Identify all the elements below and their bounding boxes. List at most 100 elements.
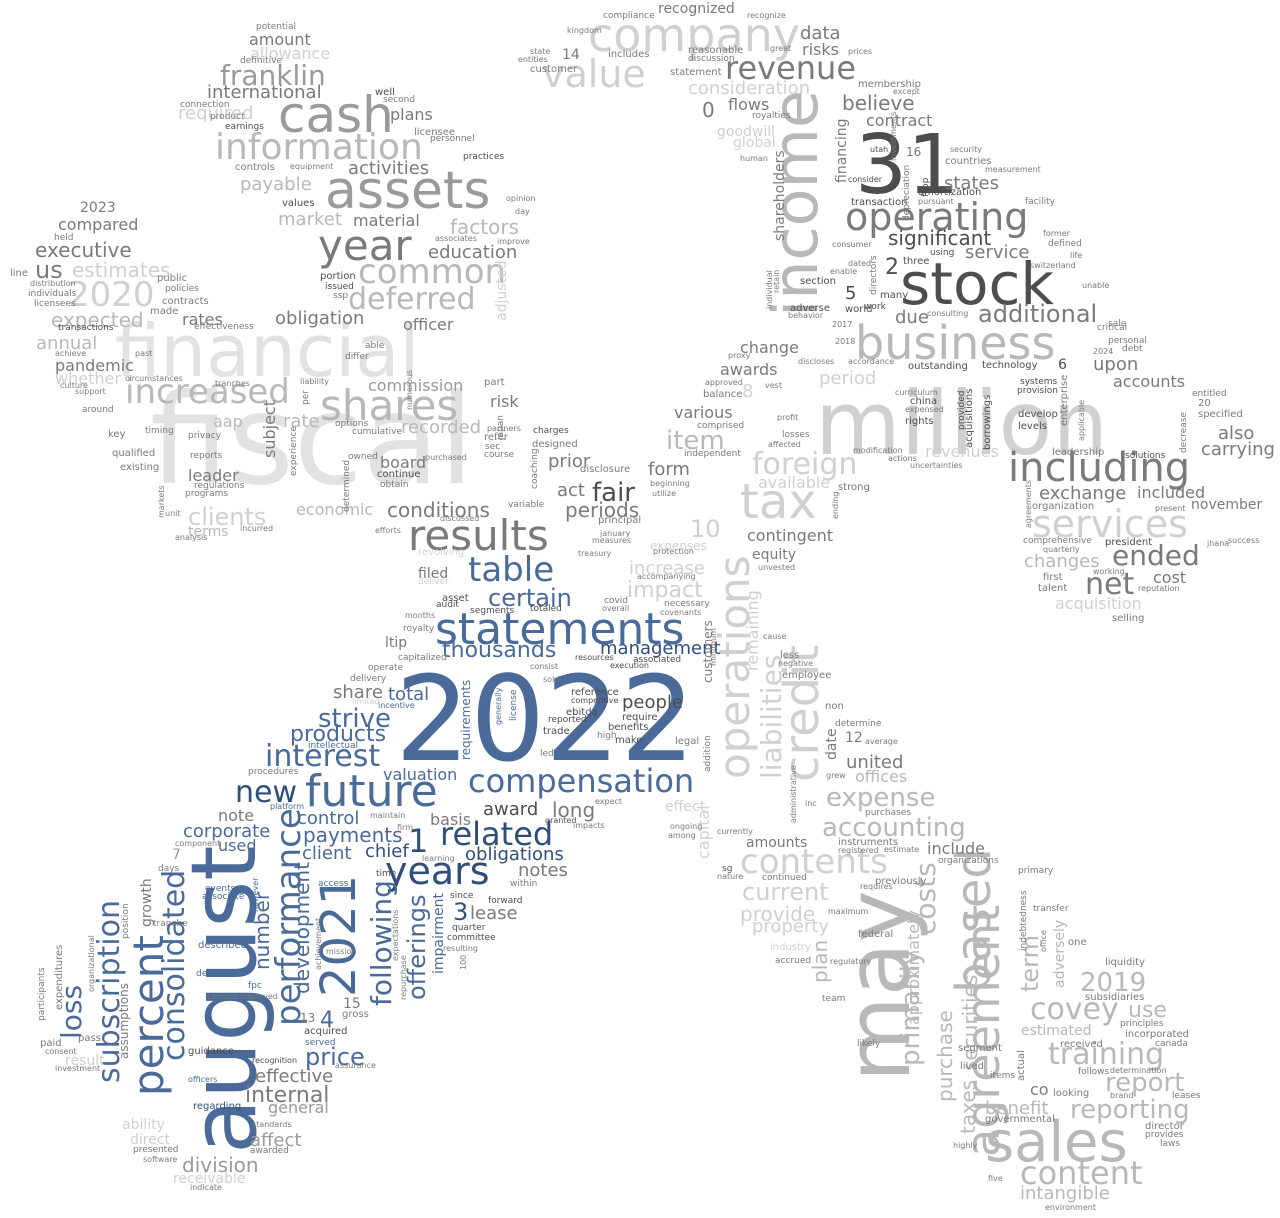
word-comprised: comprised <box>697 421 745 431</box>
word-adversely: adversely <box>1052 919 1068 988</box>
word-firm: firm <box>397 823 413 832</box>
word-aap: aap <box>213 412 243 431</box>
word-annual: annual <box>36 333 98 354</box>
word-protection: protection <box>653 547 694 556</box>
word-internal: internal <box>245 1083 330 1108</box>
word-rights: rights <box>905 416 934 427</box>
word-shares: shares <box>320 381 459 430</box>
word-distribution: distribution <box>30 279 76 288</box>
word-result: result <box>65 1053 105 1069</box>
word-less: less <box>780 650 800 661</box>
word-amount: amount <box>249 30 311 49</box>
word-development: development <box>290 862 314 994</box>
word-forward: forward <box>488 896 523 906</box>
word-flows: flows <box>728 95 770 114</box>
word-profit: profit <box>777 413 799 422</box>
word-looking: looking <box>1053 1088 1090 1099</box>
word-value: value <box>542 52 646 96</box>
word-november: november <box>1191 497 1263 513</box>
word-services: services <box>1032 502 1188 546</box>
word-carrying: carrying <box>1201 439 1275 460</box>
word-president: president <box>1105 537 1153 548</box>
word-facility: facility <box>1025 197 1055 207</box>
word-contents: contents <box>740 842 888 882</box>
word-also: also <box>1218 423 1255 444</box>
word-organizations: organizations <box>938 856 999 866</box>
word-proxy: proxy <box>728 351 751 360</box>
word-corporate: corporate <box>183 821 271 842</box>
word-acquired: acquired <box>304 1026 348 1037</box>
word-non: non <box>825 701 844 712</box>
word-sales: sales <box>985 1110 1128 1175</box>
word-make: make <box>615 735 643 746</box>
word-ongoing: ongoing <box>670 822 703 831</box>
word-equity: equity <box>752 547 797 563</box>
word-debt: debt <box>1122 344 1143 354</box>
word-2020: 2020 <box>68 275 155 315</box>
word-factors: factors <box>450 215 520 239</box>
word-great: great <box>770 44 792 53</box>
word-allowance: allowance <box>250 44 331 63</box>
word-fcop: fcop <box>921 177 931 197</box>
word-risk: risk <box>490 392 519 411</box>
word-human: human <box>740 154 768 163</box>
word-common: common <box>358 252 507 292</box>
word-measures: measures <box>592 536 632 545</box>
word-continue: continue <box>377 469 421 480</box>
word-principles: principles <box>1120 1019 1164 1029</box>
word-environment: environment <box>1045 1203 1096 1212</box>
word-ebitda: ebitda <box>566 707 598 718</box>
word-goodwill: goodwill <box>717 124 776 140</box>
word-tranche: tranche <box>153 919 188 929</box>
word-entitled: entitled <box>1192 389 1227 399</box>
word-accounting: accounting <box>822 813 966 843</box>
word-2023: 2023 <box>80 200 116 216</box>
word-resources: resources <box>575 653 614 662</box>
word-fpc: fpc <box>248 981 262 991</box>
word-organization: organization <box>1032 501 1095 512</box>
word-world: world <box>845 304 873 315</box>
word-execution: execution <box>610 661 649 670</box>
word-potential: potential <box>256 22 297 32</box>
word-data: data <box>800 23 841 44</box>
word-customer: customer <box>530 64 578 75</box>
word-benefits: benefits <box>608 722 649 733</box>
word-estimated: estimated <box>1021 1023 1092 1039</box>
word-covenants: covenants <box>660 608 702 617</box>
word-provided: provided <box>957 390 967 430</box>
word-months: months <box>405 611 436 620</box>
word-recorded: recorded <box>401 417 481 438</box>
word-personnel: personnel <box>430 134 475 144</box>
word-jhana: jhana <box>1207 539 1230 548</box>
word-used: used <box>218 836 257 855</box>
word-assets: assets <box>325 161 491 221</box>
word-taxes: taxes <box>956 1079 980 1134</box>
word-many: many <box>880 290 909 301</box>
word-reference: reference <box>571 687 619 698</box>
word-discloses: discloses <box>798 357 835 366</box>
word-retain: retain <box>772 269 781 293</box>
word-future: future <box>305 766 438 817</box>
word-associate: associate <box>202 892 245 902</box>
word-office: office <box>1039 930 1048 952</box>
word-indebtedness: indebtedness <box>1019 890 1029 951</box>
word-unit: unit <box>165 509 181 518</box>
word-modification: modification <box>853 446 903 455</box>
word-consulting: consulting <box>927 309 969 318</box>
word-day: day <box>515 207 530 216</box>
word-stock: stock <box>900 250 1054 318</box>
word-receivable: receivable <box>173 1171 246 1187</box>
word-n-1: 1 <box>408 822 429 860</box>
word-sg: sg <box>722 864 733 874</box>
word-director: director <box>1145 1121 1184 1132</box>
word-experience: experience <box>289 426 299 476</box>
word-sec: sec <box>485 442 501 452</box>
word-owned: owned <box>348 452 378 462</box>
word-n-16: 16 <box>906 145 922 159</box>
word-necessary: necessary <box>664 599 710 609</box>
word-inc: inc <box>805 799 817 808</box>
word-contracts: contracts <box>162 296 209 307</box>
word-statements: statements <box>435 604 685 655</box>
word-described: described <box>198 940 247 951</box>
word-adverse: adverse <box>790 303 831 314</box>
